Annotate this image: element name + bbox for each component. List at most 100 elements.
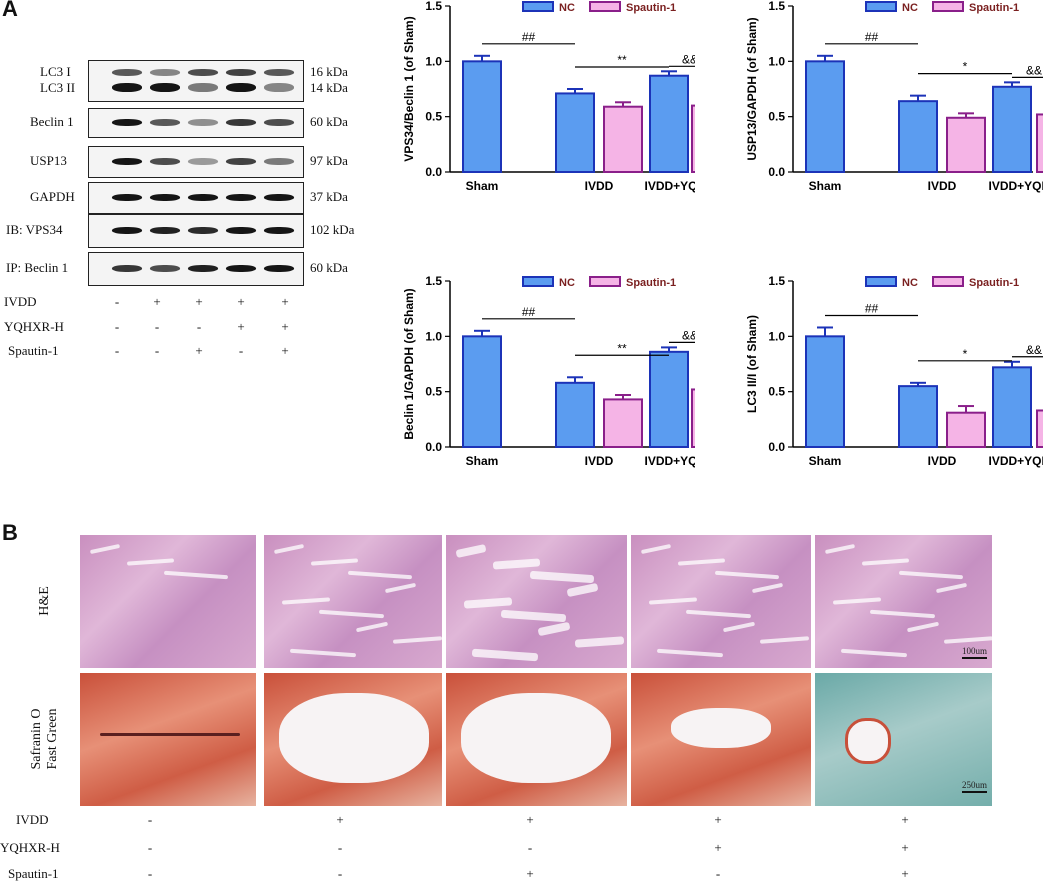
- bar: [555, 92, 595, 173]
- blot-band: [188, 158, 218, 165]
- tissue-cleft: [906, 621, 940, 633]
- legend-label: Spautin-1: [969, 2, 1019, 14]
- blot-row-label: IB: VPS34: [6, 222, 63, 237]
- bar: [603, 398, 643, 448]
- histology-image: [446, 535, 627, 668]
- legend-swatch: [522, 276, 554, 287]
- tissue-cleft: [537, 621, 571, 637]
- histology-image: [815, 535, 992, 668]
- tissue-cleft: [273, 543, 305, 555]
- tissue-cleft: [529, 570, 595, 584]
- tissue-void: [461, 693, 611, 783]
- blot-condition-label: YQHXR-H: [4, 319, 64, 334]
- y-tick-label: 1.0: [768, 329, 785, 343]
- blot-band: [150, 119, 180, 126]
- histology-condition-label: YQHXR-H: [0, 840, 60, 855]
- blot-band: [264, 158, 294, 165]
- y-tick-label: 0.5: [768, 385, 785, 399]
- blot-condition-label: Spautin-1: [8, 343, 59, 358]
- y-tick-label: 0.5: [768, 110, 785, 124]
- bar: [1036, 409, 1043, 448]
- blot-kda-label: 102 kDa: [310, 222, 355, 237]
- significance-label: **: [617, 341, 627, 355]
- histology-condition-sign: +: [714, 840, 722, 855]
- legend-swatch: [522, 1, 554, 12]
- blot-membrane: [88, 60, 304, 102]
- y-tick-label: 1.5: [768, 275, 785, 288]
- blot-band: [150, 194, 180, 201]
- blot-membrane: [88, 146, 304, 178]
- tissue-cleft: [861, 558, 910, 566]
- blot-band: [226, 69, 256, 76]
- blot-band: [264, 119, 294, 126]
- significance-label: ##: [865, 301, 879, 315]
- blot-condition-sign: +: [281, 319, 289, 334]
- blot-band: [226, 158, 256, 165]
- bar: [649, 74, 689, 173]
- y-tick-label: 1.0: [425, 54, 442, 68]
- histology-row-label: Safranin O Fast Green: [29, 707, 60, 770]
- blot-band: [226, 265, 256, 272]
- x-tick-label: IVDD+YQHXR-H: [644, 179, 695, 193]
- tissue-cleft: [685, 609, 752, 619]
- blot-kda-label: 97 kDa: [310, 153, 348, 168]
- bar: [898, 100, 938, 173]
- blot-condition-sign: +: [153, 294, 161, 309]
- scale-bar-label: 250um: [962, 780, 988, 790]
- blot-membrane: [88, 214, 304, 248]
- blot-row-label: LC3 I LC3 II: [40, 64, 76, 95]
- tissue-cleft: [455, 543, 487, 559]
- tissue-cleft: [898, 570, 964, 580]
- chart-usp13-gapdh: 0.0 0.5 1.0 1.5 USP13/GAPDH (of Sham) Sham IVD…: [745, 0, 1043, 193]
- blot-condition-sign: -: [114, 294, 120, 309]
- bar: [691, 388, 695, 448]
- blot-band: [150, 227, 180, 234]
- tissue-cleft: [384, 582, 417, 594]
- significance-label: &&: [682, 52, 695, 66]
- scale-bar: 250um: [962, 780, 988, 793]
- y-tick-label: 1.5: [768, 0, 785, 13]
- blot-band: [150, 158, 180, 165]
- scale-bar-label: 100um: [962, 646, 988, 656]
- bar: [649, 350, 689, 448]
- legend-swatch: [932, 1, 964, 12]
- legend-label: NC: [559, 277, 575, 289]
- tissue-cleft: [832, 597, 882, 605]
- blot-band: [188, 119, 218, 126]
- blot-kda-label: 60 kDa: [310, 260, 348, 275]
- blot-band: [226, 83, 256, 92]
- tissue-cleft: [163, 570, 229, 580]
- tissue-cleft: [656, 648, 724, 658]
- significance-label: **: [617, 53, 627, 67]
- bar: [691, 104, 695, 173]
- x-tick-label: Sham: [809, 179, 842, 193]
- legend-label: NC: [902, 277, 918, 289]
- legend-swatch: [865, 1, 897, 12]
- legend-swatch: [865, 276, 897, 287]
- bar: [603, 105, 643, 173]
- bar: [1036, 113, 1043, 173]
- blot-band: [150, 83, 180, 92]
- blot-band: [112, 194, 142, 201]
- tissue-cleft: [824, 543, 856, 555]
- significance-label: &&: [682, 328, 695, 342]
- blot-row-label: IP: Beclin 1: [6, 260, 69, 275]
- x-tick-label: IVDD+YQHXR-H: [988, 454, 1043, 468]
- blot-band: [264, 194, 294, 201]
- chart-vps34-beclin1: 0.0 0.5 1.0 1.5 VPS34/Beclin 1 (of Sham) Sham…: [402, 0, 695, 193]
- legend-label: Spautin-1: [626, 2, 676, 14]
- tissue-cleft: [310, 558, 359, 566]
- tissue-cleft: [355, 621, 389, 633]
- tissue-void: [671, 708, 771, 748]
- tissue-cleft: [840, 648, 908, 658]
- blot-band: [226, 119, 256, 126]
- y-tick-label: 0.0: [425, 165, 442, 179]
- tissue-cleft: [281, 597, 331, 605]
- x-tick-label: IVDD: [928, 454, 957, 468]
- blot-band: [264, 83, 294, 92]
- histology-image: [815, 673, 992, 806]
- histology-row-label: H&E: [37, 585, 52, 616]
- tissue-cleft: [566, 582, 599, 598]
- histology-condition-sign: +: [714, 812, 722, 827]
- tissue-cleft: [492, 558, 541, 570]
